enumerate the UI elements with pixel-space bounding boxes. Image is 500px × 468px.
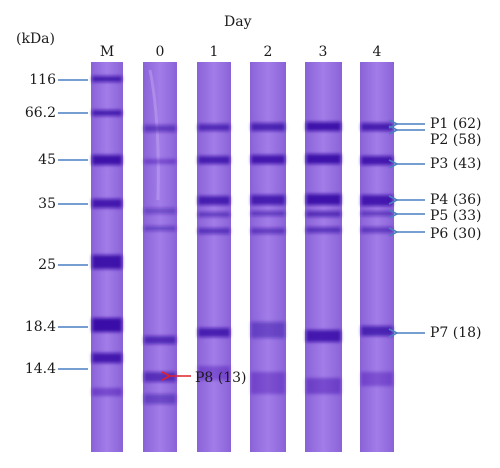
protein-label-p1: P1 (62) (430, 116, 482, 132)
gel-lanes (91, 62, 394, 452)
protein-arrows (397, 124, 425, 333)
unit-label: (kDa) (16, 31, 55, 47)
protein-label-p4: P4 (36) (430, 192, 482, 208)
marker-label-25: 25 (38, 257, 56, 273)
marker-label-35: 35 (38, 196, 56, 212)
marker-lines (58, 79, 88, 370)
lane-label-m: M (99, 44, 115, 60)
marker-label-66-2: 66.2 (24, 105, 56, 121)
protein-label-p7: P7 (18) (430, 325, 482, 341)
lane-label-day-1: 1 (209, 44, 219, 60)
protein-label-p5: P5 (33) (430, 208, 482, 224)
protein-label-p6: P6 (30) (430, 226, 482, 242)
marker-label-45: 45 (38, 152, 56, 168)
lane-m (91, 62, 123, 452)
lane-label-day-0: 0 (155, 44, 165, 60)
protein-label-p8: P8 (13) (195, 370, 247, 386)
lane-label-day-3: 3 (318, 44, 328, 60)
lane-label-day-2: 2 (263, 44, 273, 60)
marker-label-14-4: 14.4 (24, 361, 56, 377)
marker-label-18-4: 18.4 (24, 319, 56, 335)
protein-label-p2: P2 (58) (430, 132, 482, 148)
lane-day-4 (360, 62, 394, 452)
marker-label-116: 116 (29, 72, 56, 88)
lane-label-day-4: 4 (372, 44, 382, 60)
lane-day-3 (305, 62, 342, 452)
lane-day-2 (250, 62, 286, 452)
lane-day-0 (143, 62, 177, 452)
protein-label-p3: P3 (43) (430, 156, 482, 172)
lane-day-1 (197, 62, 231, 452)
day-axis-title: Day (224, 14, 252, 30)
